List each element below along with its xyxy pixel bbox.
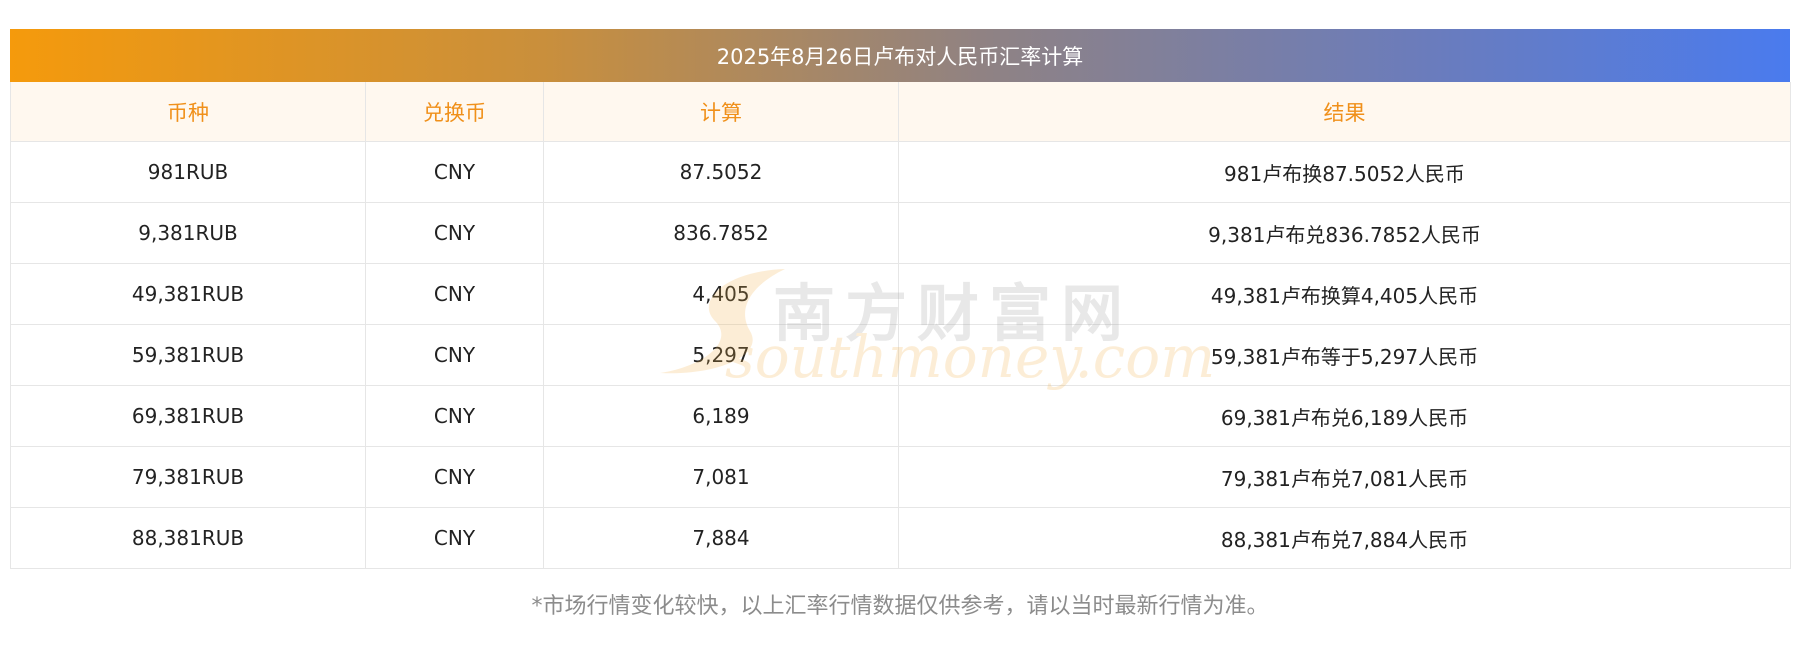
- table-title: 2025年8月26日卢布对人民币汇率计算: [10, 29, 1790, 82]
- cell-target-currency: CNY: [365, 324, 544, 386]
- header-target-currency: 兑换币: [365, 82, 544, 142]
- cell-currency: 981RUB: [10, 141, 366, 203]
- table-row: 88,381RUB CNY 7,884 88,381卢布兑7,884人民币: [10, 507, 1791, 569]
- table-row: 9,381RUB CNY 836.7852 9,381卢布兑836.7852人民…: [10, 202, 1791, 264]
- exchange-rate-table: 币种 兑换币 计算 结果 981RUB CNY 87.5052 981卢布换87…: [10, 82, 1791, 569]
- cell-result: 69,381卢布兑6,189人民币: [898, 385, 1791, 447]
- header-calculation: 计算: [543, 82, 899, 142]
- header-result: 结果: [898, 82, 1791, 142]
- cell-target-currency: CNY: [365, 446, 544, 508]
- header-currency: 币种: [10, 82, 366, 142]
- cell-result: 79,381卢布兑7,081人民币: [898, 446, 1791, 508]
- disclaimer-footnote: *市场行情变化较快，以上汇率行情数据仅供参考，请以当时最新行情为准。: [531, 594, 1269, 619]
- cell-calculation: 6,189: [543, 385, 899, 447]
- cell-result: 88,381卢布兑7,884人民币: [898, 507, 1791, 569]
- cell-result: 9,381卢布兑836.7852人民币: [898, 202, 1791, 264]
- table-row: 981RUB CNY 87.5052 981卢布换87.5052人民币: [10, 141, 1791, 203]
- cell-currency: 79,381RUB: [10, 446, 366, 508]
- cell-calculation: 7,081: [543, 446, 899, 508]
- cell-result: 981卢布换87.5052人民币: [898, 141, 1791, 203]
- cell-currency: 69,381RUB: [10, 385, 366, 447]
- cell-target-currency: CNY: [365, 385, 544, 447]
- table-header-row: 币种 兑换币 计算 结果: [10, 82, 1791, 142]
- cell-currency: 59,381RUB: [10, 324, 366, 386]
- exchange-rate-table-container: 2025年8月26日卢布对人民币汇率计算 币种 兑换币 计算 结果 981RUB…: [10, 29, 1791, 569]
- cell-currency: 49,381RUB: [10, 263, 366, 325]
- cell-result: 49,381卢布换算4,405人民币: [898, 263, 1791, 325]
- table-row: 79,381RUB CNY 7,081 79,381卢布兑7,081人民币: [10, 446, 1791, 508]
- cell-calculation: 5,297: [543, 324, 899, 386]
- cell-target-currency: CNY: [365, 263, 544, 325]
- cell-currency: 88,381RUB: [10, 507, 366, 569]
- cell-calculation: 87.5052: [543, 141, 899, 203]
- cell-target-currency: CNY: [365, 141, 544, 203]
- cell-result: 59,381卢布等于5,297人民币: [898, 324, 1791, 386]
- table-row: 59,381RUB CNY 5,297 59,381卢布等于5,297人民币: [10, 324, 1791, 386]
- cell-calculation: 7,884: [543, 507, 899, 569]
- table-row: 69,381RUB CNY 6,189 69,381卢布兑6,189人民币: [10, 385, 1791, 447]
- cell-currency: 9,381RUB: [10, 202, 366, 264]
- cell-target-currency: CNY: [365, 507, 544, 569]
- table-row: 49,381RUB CNY 4,405 49,381卢布换算4,405人民币: [10, 263, 1791, 325]
- cell-target-currency: CNY: [365, 202, 544, 264]
- cell-calculation: 4,405: [543, 263, 899, 325]
- cell-calculation: 836.7852: [543, 202, 899, 264]
